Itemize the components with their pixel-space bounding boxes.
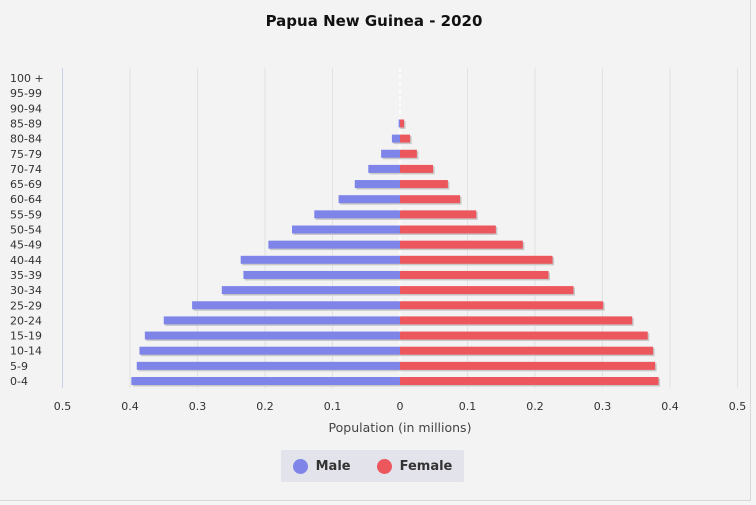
y-tick-label: 55-59 — [10, 208, 42, 221]
x-tick-label: 0.5 — [54, 400, 72, 413]
x-tick-label: 0.2 — [526, 400, 544, 413]
x-tick-label: 0.5 — [729, 400, 747, 413]
female-bar-75-79[interactable] — [400, 149, 417, 158]
male-bar-40-44[interactable] — [240, 255, 400, 264]
legend-label-female: Female — [399, 458, 453, 474]
female-bar-45-49[interactable] — [400, 240, 523, 249]
chart-title: Papua New Guinea - 2020 — [266, 12, 483, 30]
x-tick-label: 0.1 — [324, 400, 342, 413]
male-bar-30-34[interactable] — [221, 286, 400, 295]
x-tick-label: 0.3 — [594, 400, 612, 413]
female-bar-65-69[interactable] — [400, 180, 448, 189]
y-tick-label: 90-94 — [10, 102, 42, 115]
legend-item-male[interactable]: Male — [292, 458, 351, 474]
male-bar-15-19[interactable] — [144, 331, 400, 340]
y-tick-label: 40-44 — [10, 254, 42, 267]
y-tick-label: 20-24 — [10, 314, 42, 327]
male-bar-35-39[interactable] — [243, 270, 400, 279]
male-bar-5-9[interactable] — [136, 361, 400, 370]
male-bar-60-64[interactable] — [338, 195, 400, 204]
male-bar-70-74[interactable] — [368, 164, 400, 173]
y-tick-label: 70-74 — [10, 163, 42, 176]
y-tick-label: 60-64 — [10, 193, 42, 206]
female-bar-80-84[interactable] — [400, 134, 411, 143]
female-dot-icon — [376, 458, 392, 474]
x-tick-label: 0 — [397, 400, 404, 413]
x-tick-label: 0.4 — [121, 400, 139, 413]
male-bar-50-54[interactable] — [292, 225, 400, 234]
x-tick-label: 0.2 — [256, 400, 274, 413]
male-bar-85-89[interactable] — [398, 119, 400, 128]
y-tick-label: 65-69 — [10, 178, 42, 191]
y-tick-label: 30-34 — [10, 284, 42, 297]
y-tick-label: 75-79 — [10, 148, 42, 161]
y-tick-label: 25-29 — [10, 299, 42, 312]
bars-layer — [131, 119, 661, 387]
male-bar-10-14[interactable] — [139, 346, 400, 355]
y-tick-label: 15-19 — [10, 330, 42, 343]
x-tick-label: 0.4 — [661, 400, 679, 413]
female-bar-5-9[interactable] — [400, 361, 656, 370]
female-bar-25-29[interactable] — [400, 301, 604, 310]
y-tick-label: 10-14 — [10, 345, 42, 358]
male-bar-0-4[interactable] — [131, 377, 400, 385]
female-bar-50-54[interactable] — [400, 225, 496, 234]
female-bar-20-24[interactable] — [400, 316, 633, 325]
female-bar-10-14[interactable] — [400, 346, 654, 355]
legend-item-female[interactable]: Female — [376, 458, 453, 474]
male-bar-20-24[interactable] — [163, 316, 400, 325]
female-bar-85-89[interactable] — [400, 119, 405, 128]
y-tick-label: 80-84 — [10, 133, 42, 146]
male-bar-45-49[interactable] — [268, 240, 400, 249]
y-tick-label: 100 + — [10, 72, 44, 85]
legend-label-male: Male — [315, 458, 351, 474]
male-dot-icon — [292, 458, 308, 474]
y-tick-label: 85-89 — [10, 117, 42, 130]
x-tick-label: 0.3 — [189, 400, 207, 413]
female-bar-40-44[interactable] — [400, 255, 553, 264]
y-tick-label: 5-9 — [10, 360, 28, 373]
y-tick-label: 35-39 — [10, 269, 42, 282]
female-bar-60-64[interactable] — [400, 195, 461, 204]
x-axis-labels: 0.5 0.4 0.3 0.2 0.1 0 0.1 0.2 0.3 0.4 0.5 — [54, 400, 747, 413]
male-bar-25-29[interactable] — [192, 301, 400, 310]
x-tick-label: 0.1 — [459, 400, 477, 413]
female-bar-35-39[interactable] — [400, 270, 549, 279]
male-bar-80-84[interactable] — [391, 134, 400, 143]
male-bar-55-59[interactable] — [314, 210, 400, 219]
y-tick-label: 45-49 — [10, 239, 42, 252]
legend: Male Female — [281, 450, 464, 482]
female-bar-15-19[interactable] — [400, 331, 648, 340]
y-tick-label: 0-4 — [10, 375, 28, 388]
female-bar-70-74[interactable] — [400, 164, 434, 173]
x-axis-title: Population (in millions) — [329, 420, 472, 435]
female-bar-0-4[interactable] — [400, 377, 659, 385]
y-axis-labels: 100 + 95-99 90-94 85-89 80-84 75-79 70-74 65-69… — [10, 72, 44, 388]
y-tick-label: 50-54 — [10, 224, 42, 237]
female-bar-55-59[interactable] — [400, 210, 477, 219]
male-bar-65-69[interactable] — [354, 180, 400, 189]
female-bar-30-34[interactable] — [400, 286, 574, 295]
y-tick-label: 95-99 — [10, 87, 42, 100]
male-bar-75-79[interactable] — [381, 149, 400, 158]
